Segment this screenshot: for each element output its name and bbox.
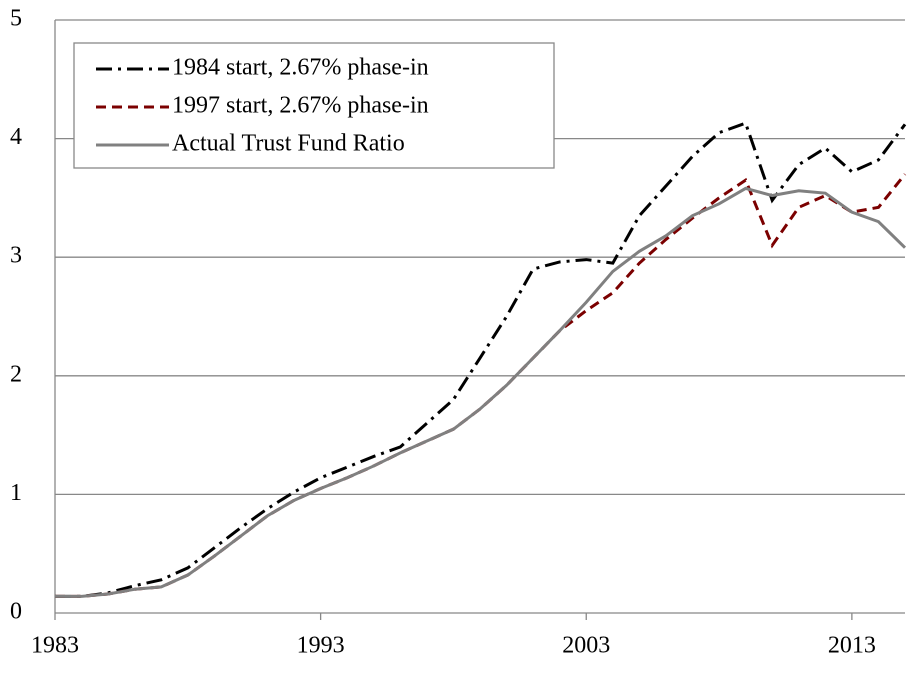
- legend-label: 1984 start, 2.67% phase-in: [172, 55, 429, 81]
- y-tick-label: 5: [10, 6, 22, 32]
- y-tick-label: 1: [10, 480, 22, 506]
- y-tick-label: 3: [10, 243, 22, 269]
- y-tick-label: 4: [10, 124, 22, 150]
- y-tick-label: 2: [10, 361, 22, 387]
- legend-label: Actual Trust Fund Ratio: [172, 131, 405, 157]
- x-tick-label: 1993: [297, 633, 345, 659]
- data-line: [55, 121, 907, 598]
- x-tick-label: 2003: [562, 633, 610, 659]
- x-tick-label: 2013: [828, 633, 876, 659]
- x-tick-label: 1983: [31, 633, 79, 659]
- legend-label: 1997 start, 2.67% phase-in: [172, 93, 429, 119]
- y-tick-label: 0: [10, 599, 22, 625]
- data-line: [55, 186, 907, 598]
- data-line: [55, 173, 907, 598]
